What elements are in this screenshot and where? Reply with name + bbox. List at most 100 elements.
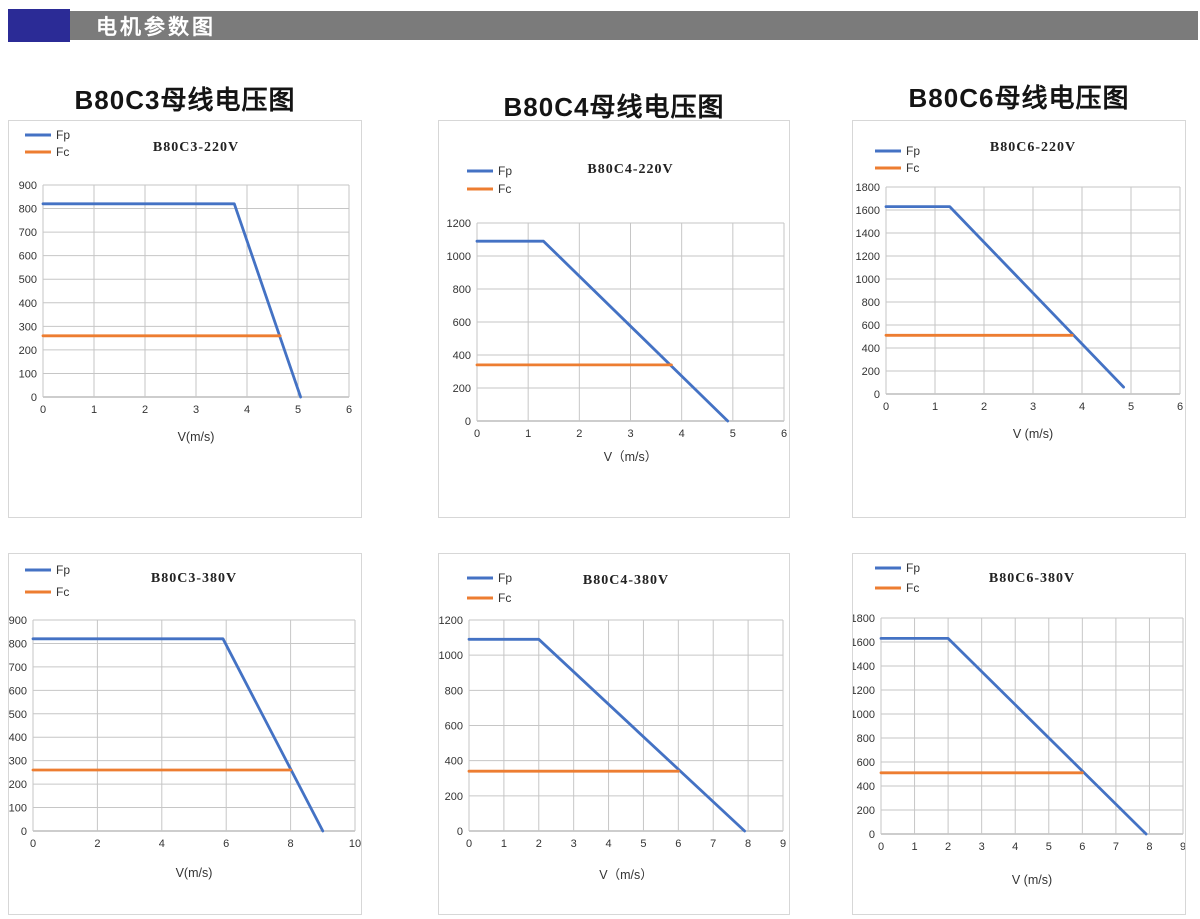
chart-svg-B80C6-220V: 0 200 400 600 800 1000 1200 1400 1600 1800 0 1 2 3 4 5 6… [856,140,1184,441]
y-tick-label: 600 [857,757,875,769]
y-tick-label: 600 [445,721,463,733]
x-tick-label: 3 [1030,401,1036,413]
x-tick-label: 4 [159,838,165,850]
y-tick-label: 300 [9,756,27,768]
x-tick-label: 4 [679,428,685,440]
x-tick-label: 2 [576,428,582,440]
series-line-fp [467,637,747,833]
x-tick-label: 2 [94,838,100,850]
x-tick-label: 3 [979,841,985,853]
chart-card-b80c6-380v: 0 200 400 600 800 1000 1200 1400 1600 1800 0 1 2 3 4 5 6… [851,553,1187,915]
y-tick-label: 800 [9,638,27,650]
x-tick-label: 6 [1177,401,1183,413]
series-line-fp [475,239,730,423]
series-line-fp [31,637,325,833]
legend-label-fc: Fc [906,161,919,175]
chart-svg-B80C4-380V: 0 200 400 600 800 1000 1200 0 1 2 3 4 5 6 7 8 9 B80C4-380… [439,571,787,882]
x-tick-label: 7 [1113,841,1119,853]
y-tick-label: 1600 [856,205,880,217]
y-tick-label: 200 [9,779,27,791]
x-axis-label: V (m/s) [1013,427,1053,441]
x-axis-label: V (m/s) [1012,873,1052,887]
legend-label-fp: Fp [498,164,512,178]
chart-title: B80C6-220V [990,140,1076,155]
x-tick-label: 5 [730,428,736,440]
x-tick-label: 10 [349,838,361,850]
y-tick-label: 700 [9,662,27,674]
x-tick-label: 6 [1079,841,1085,853]
chart-svg-B80C4-220V: 0 200 400 600 800 1000 1200 0 1 2 3 4 5 6 B80C4-220V Fp… [447,162,788,464]
chart-title: B80C4-220V [587,162,673,177]
y-tick-label: 800 [445,685,463,697]
y-tick-label: 800 [453,284,471,296]
y-tick-label: 1200 [856,251,880,263]
x-tick-label: 1 [911,841,917,853]
y-tick-label: 0 [457,826,463,838]
y-tick-label: 800 [862,297,880,309]
column-title-b80c4: B80C4母线电压图 [503,92,725,122]
legend-label-fc: Fc [498,591,511,605]
x-tick-label: 0 [474,428,480,440]
x-axis-label: V（m/s） [599,868,652,882]
y-tick-label: 100 [9,803,27,815]
y-tick-label: 800 [19,204,37,216]
x-tick-label: 6 [346,404,352,416]
y-tick-label: 500 [9,709,27,721]
y-tick-label: 1800 [856,182,880,194]
chart-svg-B80C3-220V: 0 100 200 300 400 500 600 700 800 900 0 1 2 3 4 5 6 B80C3… [19,128,352,444]
y-tick-label: 400 [19,298,37,310]
header-accent-block [8,9,70,42]
x-tick-label: 4 [1079,401,1085,413]
y-tick-label: 600 [19,251,37,263]
x-tick-label: 5 [640,838,646,850]
x-tick-label: 4 [244,404,250,416]
y-tick-label: 0 [21,826,27,838]
series-line-fp [884,205,1126,389]
y-tick-label: 1200 [853,685,875,697]
x-tick-label: 3 [571,838,577,850]
chart-svg-B80C6-380V: 0 200 400 600 800 1000 1200 1400 1600 1800 0 1 2 3 4 5 6… [851,561,1187,887]
x-tick-label: 8 [745,838,751,850]
x-tick-label: 1 [932,401,938,413]
legend-label-fc: Fc [56,585,69,599]
y-tick-label: 400 [857,781,875,793]
chart-title: B80C3-380V [151,571,237,586]
y-tick-label: 0 [869,829,875,841]
chart-svg-B80C3-380V: 0 100 200 300 400 500 600 700 800 900 0 2 4 6 8 10 B80C3… [9,563,361,880]
y-tick-label: 200 [862,366,880,378]
x-tick-label: 1 [501,838,507,850]
legend-label-fp: Fp [56,563,70,577]
x-tick-label: 6 [781,428,787,440]
x-tick-label: 8 [288,838,294,850]
chart-card-b80c3-220v: 0 100 200 300 400 500 600 700 800 900 0 1 2 3 4 5 6 B80C3… [8,120,362,518]
x-tick-label: 5 [1046,841,1052,853]
page-title: 电机参数图 [96,15,216,39]
y-tick-label: 400 [445,756,463,768]
header-bar: 电机参数图 [8,11,1198,40]
y-tick-label: 600 [862,320,880,332]
column-title-b80c3: B80C3母线电压图 [74,85,296,115]
chart-card-b80c3-380v: 0 100 200 300 400 500 600 700 800 900 0 2 4 6 8 10 B80C3… [8,553,362,915]
y-tick-label: 900 [9,615,27,627]
chart-card-b80c6-220v: 0 200 400 600 800 1000 1200 1400 1600 1800 0 1 2 3 4 5 6… [852,120,1186,518]
chart-title: B80C4-380V [583,573,669,588]
x-tick-label: 2 [536,838,542,850]
x-tick-label: 2 [945,841,951,853]
y-tick-label: 1600 [853,637,875,649]
y-tick-label: 1200 [439,615,463,627]
legend-label-fp: Fp [906,561,920,575]
legend-label-fp: Fp [906,144,920,158]
y-tick-label: 200 [445,791,463,803]
x-tick-label: 7 [710,838,716,850]
x-tick-label: 5 [295,404,301,416]
y-tick-label: 100 [19,368,37,380]
x-tick-label: 0 [466,838,472,850]
x-tick-label: 1 [525,428,531,440]
legend-label-fc: Fc [906,581,919,595]
y-tick-label: 1000 [853,709,875,721]
y-tick-label: 300 [19,321,37,333]
legend-label-fp: Fp [56,128,70,142]
x-tick-label: 4 [1012,841,1018,853]
x-tick-label: 3 [193,404,199,416]
y-tick-label: 400 [862,343,880,355]
